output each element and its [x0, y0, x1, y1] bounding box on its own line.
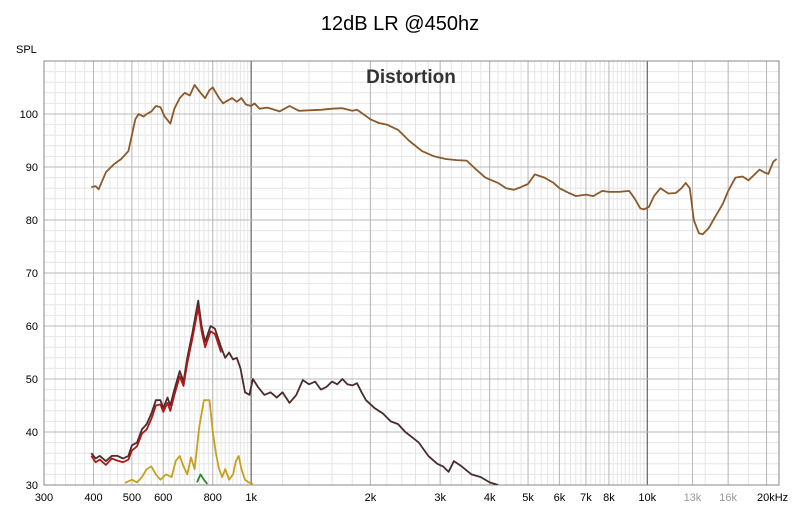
series-line-3 [90, 306, 222, 466]
y-tick-label: 90 [26, 162, 38, 174]
y-tick-label: 80 [26, 215, 38, 227]
x-tick-label: 20kHz [757, 492, 788, 504]
x-tick-label: 5k [522, 492, 534, 504]
x-tick-label: 1k [245, 492, 257, 504]
series-line-5 [196, 473, 208, 485]
y-axis-label: SPL [16, 44, 37, 56]
x-tick-label: 6k [554, 492, 566, 504]
x-tick-label: 7k [580, 492, 592, 504]
x-tick-label: 13k [684, 492, 702, 504]
x-tick-label: 500 [123, 492, 141, 504]
x-tick-label: 2k [365, 492, 377, 504]
x-tick-label: 4k [484, 492, 496, 504]
x-tick-label: 600 [154, 492, 172, 504]
series-line-2 [90, 299, 499, 485]
y-tick-label: 50 [26, 374, 38, 386]
chart-title: 12dB LR @450hz [321, 13, 479, 35]
series-layer [90, 84, 778, 485]
plot-border [43, 60, 780, 486]
series-line-4 [124, 399, 254, 485]
y-tick-label: 30 [26, 480, 38, 492]
inner-title: Distortion [366, 67, 456, 88]
x-tick-label: 400 [84, 492, 102, 504]
y-axis-ticks: 30 40 50 60 70 80 90 100 [20, 109, 38, 492]
y-tick-label: 100 [20, 109, 38, 121]
x-tick-label: 3k [434, 492, 446, 504]
x-tick-label: 8k [603, 492, 615, 504]
x-tick-label: 800 [204, 492, 222, 504]
x-tick-label: 300 [35, 492, 53, 504]
series-line-1 [91, 84, 778, 236]
y-tick-label: 70 [26, 268, 38, 280]
x-axis-ticks: 300 400 500 600 800 1k 2k 3k 4k 5k 6k 7k 8k 10k 13k 16k… [35, 492, 788, 504]
y-tick-label: 60 [26, 321, 38, 333]
x-tick-label: 16k [719, 492, 737, 504]
y-tick-label: 40 [26, 427, 38, 439]
x-tick-label: 10k [638, 492, 656, 504]
